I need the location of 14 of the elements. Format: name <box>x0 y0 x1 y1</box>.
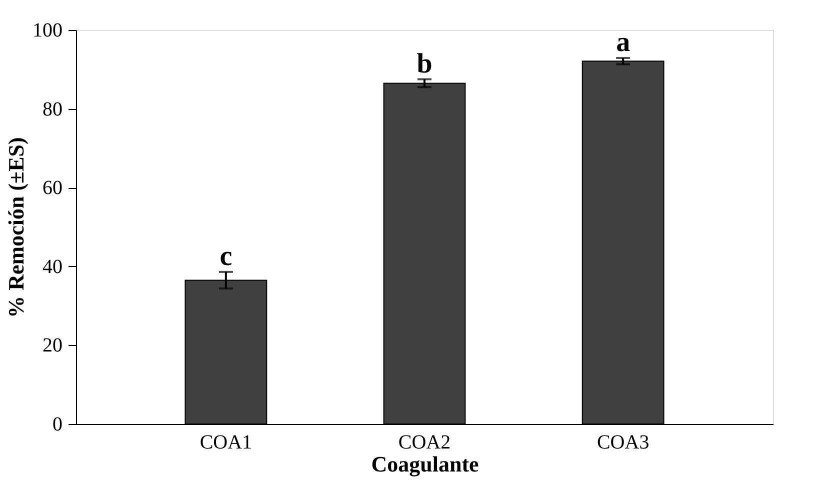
y-tick-label: 60 <box>42 177 62 200</box>
x-tick-label: COA2 <box>398 432 451 454</box>
y-tick-label: 20 <box>42 334 62 357</box>
y-tick-label: 0 <box>52 414 62 436</box>
y-tick-label: 80 <box>42 98 62 120</box>
x-axis-title: Coagulante <box>371 452 480 476</box>
y-tick-label: 40 <box>42 256 62 278</box>
x-tick-label: COA3 <box>596 432 650 454</box>
annotation: a <box>616 26 630 58</box>
x-tick-label: COA1 <box>200 432 252 454</box>
annotation: c <box>220 240 232 272</box>
y-tick-label: 100 <box>32 20 62 42</box>
annotation: b <box>416 48 432 80</box>
y-axis-title: % Remoción (±ES) <box>4 137 28 318</box>
